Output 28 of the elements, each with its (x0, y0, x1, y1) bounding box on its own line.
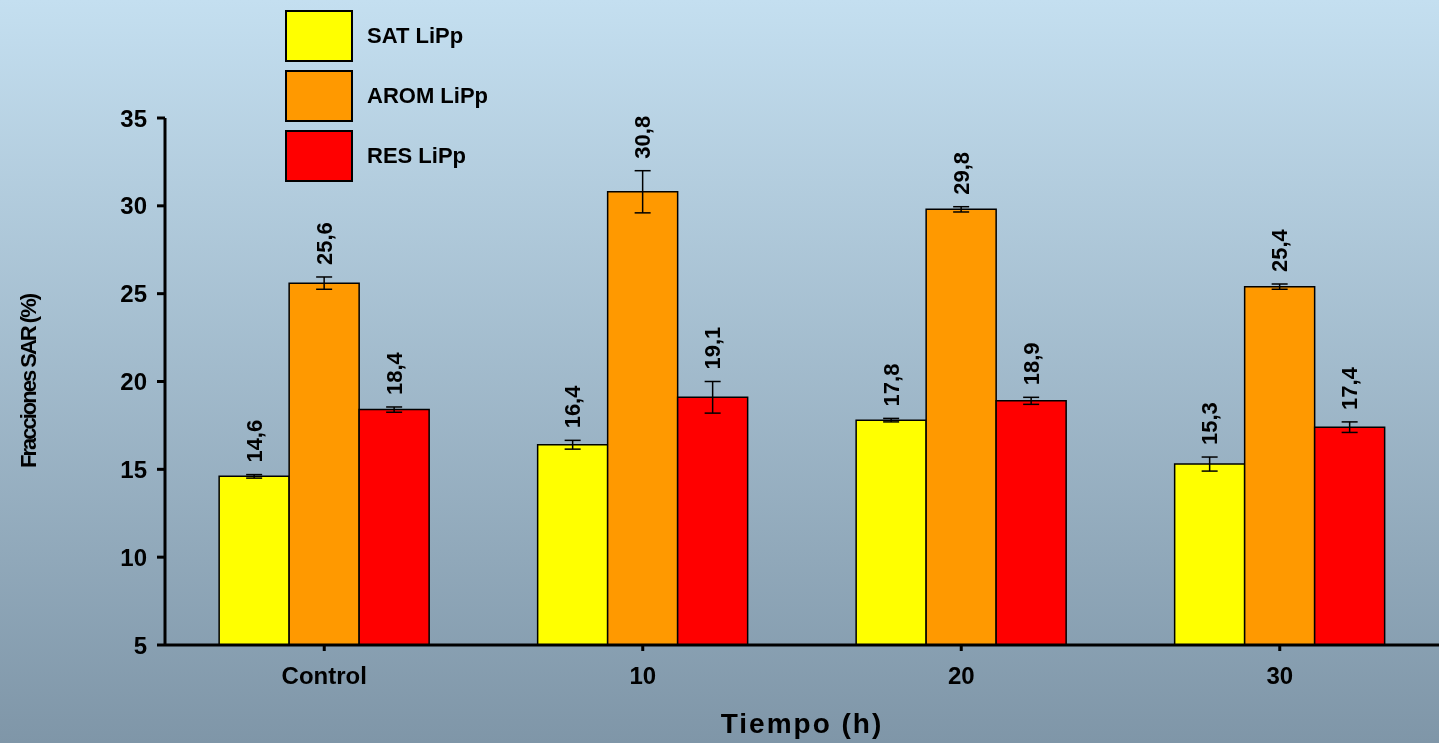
y-tick-label: 15 (120, 455, 147, 483)
data-label: 14,6 (241, 419, 267, 463)
x-axis-title: Tiempo (h) (720, 708, 884, 739)
x-tick-label: 10 (629, 662, 657, 690)
y-tick-label: 35 (120, 104, 147, 132)
y-tick-label: 30 (120, 192, 147, 220)
data-label: 18,9 (1018, 342, 1044, 386)
legend-label: SAT LiPp (367, 23, 464, 49)
y-tick-label: 25 (120, 280, 147, 308)
data-label: 18,4 (381, 351, 407, 395)
x-tick-label: 20 (947, 662, 975, 690)
x-tick-label: 30 (1266, 662, 1294, 690)
data-label: 17,4 (1337, 366, 1363, 410)
data-label: 29,8 (948, 151, 974, 195)
data-label: 25,4 (1267, 228, 1293, 273)
data-label: 15,3 (1197, 402, 1223, 446)
data-label: 17,8 (878, 363, 904, 407)
data-label: 30,8 (630, 115, 656, 159)
y-tick-label: 20 (120, 368, 147, 396)
data-label: 19,1 (700, 326, 726, 370)
y-tick-label: 10 (120, 543, 147, 571)
legend-label: RES LiPp (367, 143, 467, 169)
x-tick-label: Control (281, 662, 367, 690)
data-label: 25,6 (311, 222, 337, 265)
y-tick-label: 5 (133, 631, 147, 659)
legend-label: AROM LiPp (367, 83, 488, 109)
data-label: 16,4 (560, 384, 586, 429)
y-axis-title: Fracciones SAR (%) (15, 293, 41, 469)
